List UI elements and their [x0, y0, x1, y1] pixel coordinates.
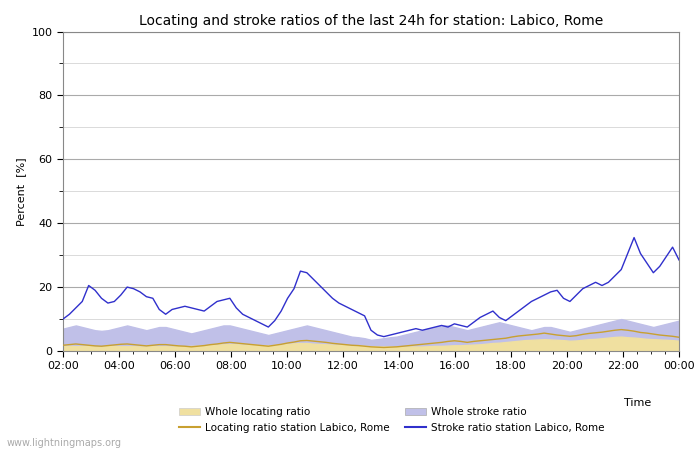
- Title: Locating and stroke ratios of the last 24h for station: Labico, Rome: Locating and stroke ratios of the last 2…: [139, 14, 603, 27]
- Text: www.lightningmaps.org: www.lightningmaps.org: [7, 438, 122, 448]
- Y-axis label: Percent  [%]: Percent [%]: [16, 157, 26, 225]
- Legend: Whole locating ratio, Locating ratio station Labico, Rome, Whole stroke ratio, S: Whole locating ratio, Locating ratio sta…: [179, 407, 605, 432]
- Text: Time: Time: [624, 398, 651, 408]
